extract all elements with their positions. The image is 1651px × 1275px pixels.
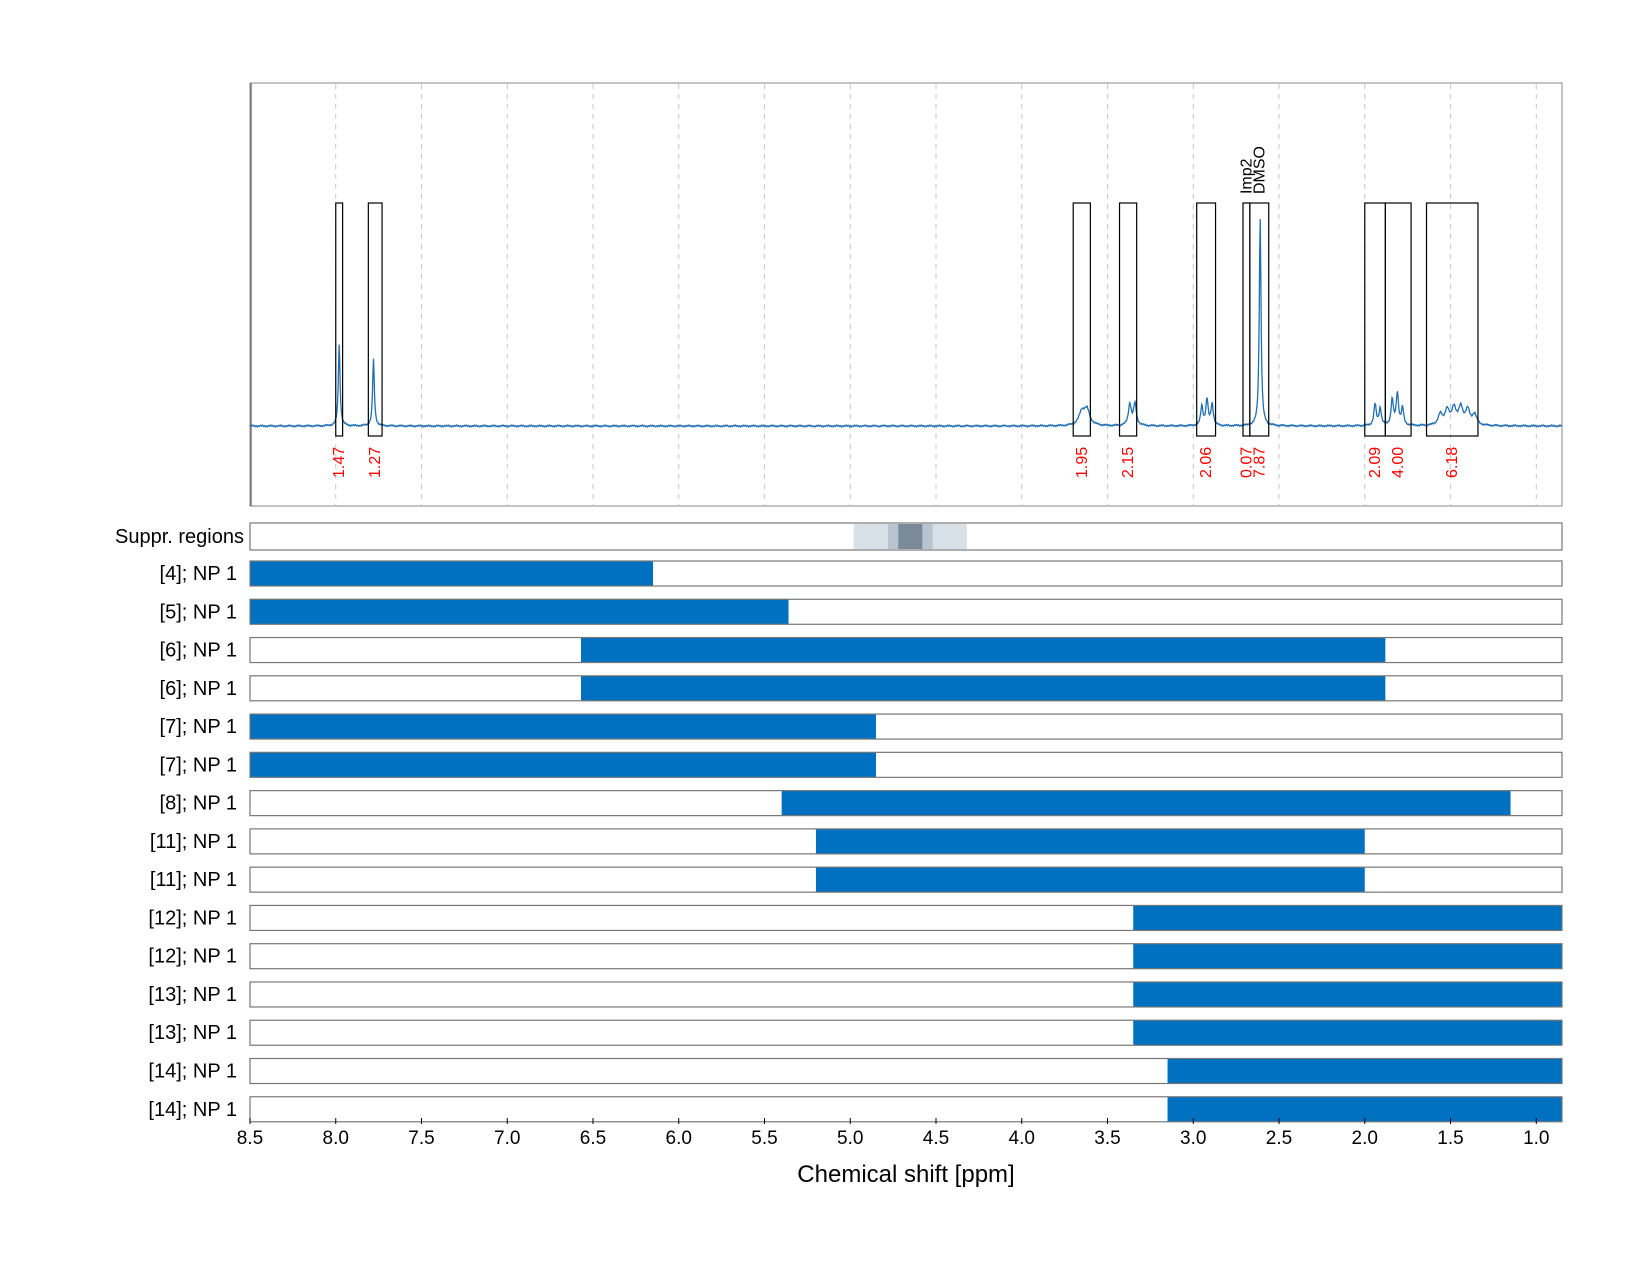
grid-lines xyxy=(335,84,1537,505)
range-bar xyxy=(815,867,1365,893)
range-row-frame xyxy=(249,866,1563,893)
x-tick-label: 5.0 xyxy=(837,1128,863,1149)
range-bar xyxy=(1133,1020,1562,1046)
range-row-frame xyxy=(249,790,1563,817)
range-row-label: [13]; NP 1 xyxy=(148,984,237,1006)
range-row-frame xyxy=(249,828,1563,855)
x-tick-label: 5.5 xyxy=(751,1128,777,1149)
range-row-frame xyxy=(249,713,1563,740)
range-bar xyxy=(1133,981,1562,1007)
range-row-frame xyxy=(249,981,1563,1008)
x-tick-label: 1.0 xyxy=(1523,1128,1549,1149)
x-axis: 8.5 8.0 7.5 7.0 6.5 6.0 5.5 5.0 4.5 4.0 3.5 3.0 2.5 2… xyxy=(237,1118,1549,1149)
range-bar xyxy=(250,599,789,625)
integral-label: 2.15 xyxy=(1120,447,1137,478)
range-row-frame xyxy=(249,636,1563,664)
range-row-label: [6]; NP 1 xyxy=(160,640,237,662)
range-row-frame xyxy=(249,1019,1563,1046)
integral-label: 1.95 xyxy=(1074,447,1091,478)
range-row-label: [11]; NP 1 xyxy=(150,869,237,891)
integration-region-box xyxy=(1425,202,1479,437)
range-bar xyxy=(1167,1096,1562,1122)
range-bar xyxy=(1167,1058,1562,1084)
range-row-label: [14]; NP 1 xyxy=(148,1099,237,1121)
range-row-label: [5]; NP 1 xyxy=(160,601,237,623)
suppression-row: Suppr. regions xyxy=(115,522,1563,551)
range-row-label: [12]; NP 1 xyxy=(148,907,237,929)
suppression-label: Suppr. regions xyxy=(115,526,244,548)
x-tick-label: 8.0 xyxy=(323,1128,349,1149)
range-row-label: [8]; NP 1 xyxy=(160,793,237,815)
x-tick-label: 4.5 xyxy=(923,1128,949,1149)
spectrum-panel xyxy=(249,82,1563,507)
range-row-frame xyxy=(249,598,1563,625)
x-tick-label: 6.0 xyxy=(666,1128,692,1149)
range-row-label: [6]; NP 1 xyxy=(160,678,237,700)
suppression-band xyxy=(898,524,923,549)
integral-label: 1.27 xyxy=(367,447,384,478)
x-tick-label: 8.5 xyxy=(237,1128,263,1149)
range-bar xyxy=(581,637,1386,663)
integral-label: 6.18 xyxy=(1444,447,1461,478)
range-row-frame xyxy=(249,1096,1563,1123)
range-bar xyxy=(781,790,1511,816)
x-tick-label: 2.0 xyxy=(1352,1128,1378,1149)
integration-region-box xyxy=(1118,202,1138,437)
range-row-frame xyxy=(249,943,1563,970)
integral-label: 2.06 xyxy=(1198,447,1215,478)
x-tick-label: 1.5 xyxy=(1437,1128,1463,1149)
integration-region-box xyxy=(335,202,344,437)
x-tick-label: 4.0 xyxy=(1009,1128,1035,1149)
integral-label: 1.47 xyxy=(331,447,348,478)
range-bar xyxy=(1133,943,1562,969)
range-rows: [4]; NP 1 [5]; NP 1 [6]; NP 1 [6]; NP 1 [7];… xyxy=(148,560,1563,1123)
range-row-frame xyxy=(249,560,1563,587)
integration-region-box xyxy=(1384,202,1412,437)
spectrum-frame xyxy=(249,82,1563,507)
x-tick-label: 7.0 xyxy=(494,1128,520,1149)
x-tick-label: 6.5 xyxy=(580,1128,606,1149)
range-row-label: [12]; NP 1 xyxy=(148,946,237,968)
integration-region-box xyxy=(367,202,383,437)
range-bar xyxy=(815,828,1365,854)
range-bar xyxy=(250,714,876,740)
integration-region-box xyxy=(1072,202,1091,437)
range-bar xyxy=(581,675,1386,701)
suppression-frame xyxy=(249,522,1563,551)
range-row-frame xyxy=(249,904,1563,932)
range-row-label: [14]; NP 1 xyxy=(148,1061,237,1083)
integration-region-box xyxy=(1196,202,1217,437)
integration-regions: 1.47 1.27 1.95 2.15 2.06 0.07 Imp2 7.87 DMSO 2.09… xyxy=(331,146,1479,478)
x-tick-label: 3.0 xyxy=(1180,1128,1206,1149)
range-row-label: [4]; NP 1 xyxy=(160,563,237,585)
range-row-frame xyxy=(249,675,1563,702)
range-row-frame xyxy=(249,751,1563,778)
range-row-label: [11]; NP 1 xyxy=(150,831,237,853)
x-axis-title: Chemical shift [ppm] xyxy=(797,1161,1014,1188)
region-annotation: DMSO xyxy=(1251,146,1268,194)
range-bar xyxy=(250,752,876,778)
range-row-label: [7]; NP 1 xyxy=(160,754,237,776)
x-tick-label: 3.5 xyxy=(1094,1128,1120,1149)
range-bar xyxy=(250,561,654,586)
integration-region-box xyxy=(1364,202,1386,437)
range-bar xyxy=(1133,905,1562,931)
range-row-label: [13]; NP 1 xyxy=(148,1022,237,1044)
region-annotation: Imp2 xyxy=(1238,158,1255,194)
range-row-frame xyxy=(249,1057,1563,1085)
integral-label: 0.07 xyxy=(1238,447,1255,478)
integration-region-box xyxy=(1242,202,1251,437)
x-tick-label: 2.5 xyxy=(1266,1128,1292,1149)
spectrum-line xyxy=(249,219,1563,428)
x-tick-label: 7.5 xyxy=(408,1128,434,1149)
range-row-label: [7]; NP 1 xyxy=(160,716,237,738)
integral-label: 4.00 xyxy=(1390,447,1407,478)
integral-label: 7.87 xyxy=(1251,447,1268,478)
integration-region-box xyxy=(1249,202,1270,437)
integral-label: 2.09 xyxy=(1367,447,1384,478)
